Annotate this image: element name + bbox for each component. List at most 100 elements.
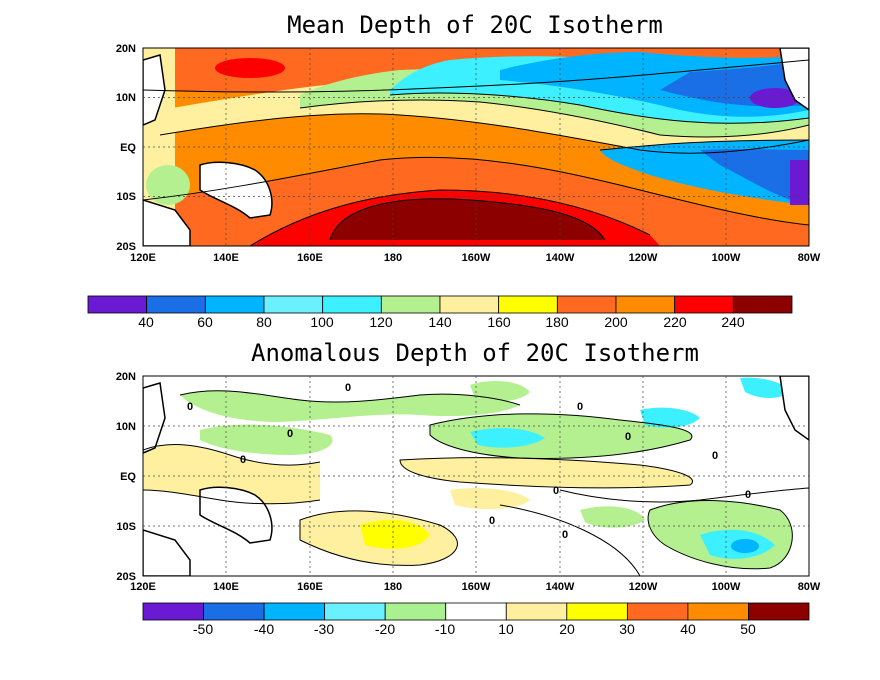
top-map: 20N 10N EQ 10S 20S 120E 140E 160E 180 16… [116, 43, 821, 264]
bottom-colorbar-swatch-7 [566, 602, 628, 621]
top-lon-160e: 160E [297, 252, 323, 264]
top-cb-label-100: 100 [310, 314, 334, 330]
bottom-neg-s2 [580, 506, 645, 528]
top-colorbar-labels: 40 60 80 100 120 140 160 180 200 220 240 [138, 314, 745, 330]
bottom-lon-100w: 100W [712, 581, 741, 593]
top-colorbar-swatch-6 [439, 295, 500, 314]
bottom-lat-10s: 10S [116, 521, 136, 533]
top-lon-120w: 120W [629, 252, 658, 264]
bottom-neg-north [180, 390, 520, 422]
bottom-neg-east-n [640, 407, 700, 428]
top-colorbar-swatch-5 [380, 295, 441, 314]
bottom-zero-label-7: 0 [489, 515, 495, 527]
top-lon-140w: 140W [546, 252, 575, 264]
bottom-colorbar-swatch-6 [505, 602, 568, 621]
top-lat-eq: EQ [120, 142, 136, 154]
top-band-260 [330, 198, 605, 240]
top-lat-10s: 10S [116, 191, 136, 203]
bottom-neg-n2 [470, 380, 530, 402]
bottom-colorbar-swatch-3 [324, 602, 386, 621]
top-cb-label-80: 80 [256, 314, 272, 330]
bottom-colorbar-labels: -50 -40 -30 -20 -10 10 20 30 40 50 [193, 621, 756, 637]
bottom-lon-120e: 120E [130, 581, 156, 593]
bottom-gridlines [143, 376, 809, 576]
bottom-zero-label-10: 0 [745, 489, 751, 501]
bottom-lon-120w: 120W [629, 581, 658, 593]
bottom-land-philippines [143, 382, 166, 454]
top-title: Mean Depth of 20C Isotherm [287, 11, 663, 39]
bottom-zero-label-5: 0 [577, 401, 583, 413]
top-colorbar-swatch-1 [146, 295, 206, 314]
bottom-cb-label-30: 30 [619, 621, 635, 637]
bottom-lon-160e: 160E [297, 581, 323, 593]
bottom-cb-label-50: 50 [740, 621, 756, 637]
bottom-land-newguinea [199, 486, 273, 544]
bottom-lon-160w: 160W [462, 581, 491, 593]
bottom-cb-label-m20: -20 [375, 621, 395, 637]
top-land-newguinea [199, 161, 273, 219]
bottom-zero-labels: 0 0 0 0 0 0 0 0 0 0 0 [187, 382, 751, 541]
top-contours [143, 59, 809, 246]
top-band-40 [750, 88, 800, 108]
bottom-title: Anomalous Depth of 20C Isotherm [251, 339, 699, 367]
bottom-lon-180: 180 [384, 581, 402, 593]
bottom-colorbar-swatch-0 [142, 602, 204, 621]
top-lon-180: 180 [384, 252, 402, 264]
top-cb-label-140: 140 [428, 314, 452, 330]
bottom-zero-label-11: 0 [625, 431, 631, 443]
bottom-cb-label-m30: -30 [314, 621, 334, 637]
bottom-cb-label-40: 40 [680, 621, 696, 637]
bottom-lon-80w: 80W [798, 581, 821, 593]
bottom-cb-label-10: 10 [498, 621, 514, 637]
bottom-cb-label-m50: -50 [193, 621, 213, 637]
bottom-lon-140w: 140W [546, 581, 575, 593]
top-lat-10n: 10N [116, 92, 136, 104]
bottom-colorbar [142, 602, 810, 621]
top-lon-140e: 140E [213, 252, 239, 264]
top-cb-label-200: 200 [604, 314, 628, 330]
top-east-40 [790, 160, 809, 205]
bottom-zero-label-8: 0 [562, 529, 568, 541]
top-cb-label-60: 60 [197, 314, 213, 330]
bottom-zero-label-2: 0 [240, 454, 246, 466]
bottom-colorbar-swatch-4 [384, 602, 447, 621]
top-colorbar-swatch-3 [263, 295, 324, 314]
top-east-60 [700, 149, 809, 205]
bottom-cb-label-m10: -10 [435, 621, 455, 637]
bottom-colorbar-swatch-5 [445, 602, 507, 621]
top-land-australia [143, 199, 191, 246]
top-colorbar-swatch-8 [556, 295, 617, 314]
bottom-neg-ne [740, 377, 790, 398]
bottom-zero-label-9: 0 [712, 450, 718, 462]
bottom-colorbar-swatch-1 [203, 602, 265, 621]
top-colorbar-swatch-7 [498, 295, 558, 314]
top-lat-20s: 20S [116, 241, 136, 253]
top-lon-80w: 80W [798, 252, 821, 264]
bottom-lat-10n: 10N [116, 421, 136, 433]
bottom-lat-eq: EQ [120, 471, 136, 483]
bottom-colorbar-swatch-9 [687, 602, 749, 621]
bottom-contours [143, 390, 809, 576]
bottom-cb-label-20: 20 [559, 621, 575, 637]
bottom-zero-label-4: 0 [345, 382, 351, 394]
bottom-neg-central-core [470, 428, 545, 448]
bottom-lat-20n: 20N [116, 371, 136, 383]
bottom-neg-west [200, 424, 333, 455]
top-cb-label-220: 220 [663, 314, 687, 330]
top-cb-label-120: 120 [369, 314, 393, 330]
bottom-pos-south-core [360, 519, 430, 549]
bottom-neg-se-min [731, 539, 759, 553]
bottom-lat-20s: 20S [116, 571, 136, 583]
top-land-central-america [779, 48, 809, 111]
bottom-colorbar-swatch-2 [263, 602, 326, 621]
bottom-zero-label-6: 0 [553, 485, 559, 497]
bottom-colorbar-swatch-10 [748, 602, 810, 621]
bottom-lon-140e: 140E [213, 581, 239, 593]
bottom-pos-eq [400, 457, 693, 488]
bottom-pos-eq-s [450, 488, 530, 510]
top-lon-100w: 100W [712, 252, 741, 264]
bottom-colorbar-swatch-8 [626, 602, 689, 621]
top-north-240 [215, 58, 285, 78]
bottom-map: 0 0 0 0 0 0 0 0 0 0 0 [116, 371, 821, 593]
